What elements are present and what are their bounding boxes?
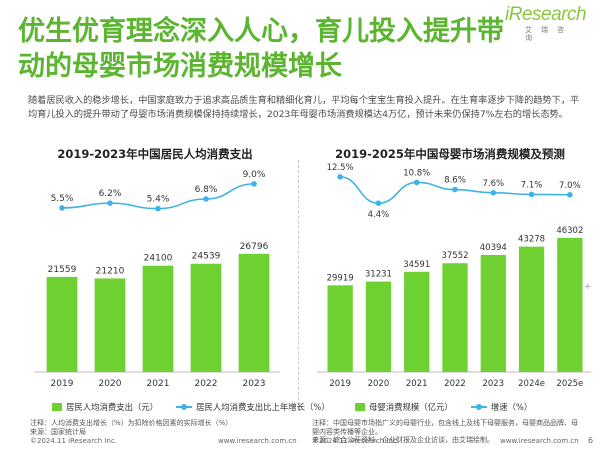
growth-value-label: 12.5% xyxy=(327,163,354,173)
growth-point-2023 xyxy=(490,190,497,196)
footer-site-left: www.iresearch.com.cn xyxy=(218,437,297,445)
page-number: 6 xyxy=(588,436,594,445)
legend-bar-swatch xyxy=(52,403,62,411)
legend-bar-label: 居民人均消费支出（元） xyxy=(66,402,159,412)
growth-point-2023 xyxy=(251,181,257,187)
chart2-legend: 母婴消费规模（亿元） 增速（%） xyxy=(355,401,532,413)
x-tick-label: 2021 xyxy=(406,379,428,389)
x-tick-label: 2019 xyxy=(329,379,351,389)
bar-value-label: 21210 xyxy=(96,266,125,276)
legend-bar-label: 母婴消费规模（亿元） xyxy=(369,402,453,412)
bar-value-label: 26796 xyxy=(240,242,269,252)
growth-value-label: 10.8% xyxy=(403,168,430,178)
growth-point-2021 xyxy=(413,179,420,186)
x-tick-label: 2020 xyxy=(99,379,122,389)
growth-value-label: 7.0% xyxy=(559,181,581,191)
growth-value-label: 5.4% xyxy=(147,195,170,205)
bar-2019 xyxy=(46,276,78,372)
x-tick-label: 2020 xyxy=(368,379,390,389)
intro-paragraph: 随着居民收入的稳步增长，中国家庭致力于追求高品质生育和精细化育儿，平均每个宝宝生… xyxy=(28,95,580,120)
bar-2024e xyxy=(518,246,545,372)
bar-value-label: 24539 xyxy=(192,252,221,262)
footer-site-right: www.iresearch.com.cn xyxy=(500,437,579,445)
bar-value-label: 34591 xyxy=(403,260,430,270)
legend-line-label: 居民人均消费支出比上年增长（%） xyxy=(196,402,330,412)
bar-2022 xyxy=(442,263,468,372)
growth-value-label: 6.2% xyxy=(99,189,122,199)
growth-value-label: 8.6% xyxy=(444,176,466,186)
bar-value-label: 24100 xyxy=(144,254,173,264)
iresearch-logo: iResearch 艾瑞咨询 xyxy=(505,4,587,44)
bar-value-label: 29919 xyxy=(327,273,354,283)
bar-value-label: 31231 xyxy=(365,270,392,280)
growth-point-2025e xyxy=(567,191,573,198)
growth-point-2022 xyxy=(203,196,209,202)
growth-point-2022 xyxy=(452,186,458,193)
legend-bar-swatch xyxy=(355,403,365,411)
chart-divider xyxy=(298,160,300,410)
growth-point-2019 xyxy=(59,205,65,211)
chart2-notes: 注释：中国母婴市场指广义的母婴行业，包含线上及线下母婴服务，母婴商品品牌、母婴内… xyxy=(312,419,582,445)
bar-2021 xyxy=(404,271,430,372)
bar-value-label: 40394 xyxy=(480,243,507,253)
growth-value-label: 4.4% xyxy=(368,210,390,220)
bar-value-label: 37552 xyxy=(441,251,468,261)
growth-point-2024e xyxy=(528,191,535,198)
bar-2019 xyxy=(327,285,353,372)
bar-2020 xyxy=(365,281,392,372)
x-tick-label: 2022 xyxy=(444,379,466,389)
x-tick-label: 2019 xyxy=(51,379,74,389)
growth-value-label: 5.5% xyxy=(51,194,74,204)
x-tick-label: 2023 xyxy=(243,379,266,389)
logo-wordmark: iResearch xyxy=(505,4,587,25)
x-tick-label: 2022 xyxy=(195,379,218,389)
bar-2022 xyxy=(190,263,222,372)
footer-copyright-left: ©2024.11 iResearch Inc. xyxy=(30,437,118,445)
legend-line-swatch xyxy=(176,404,193,410)
page-title: 优生优育理念深入人心，育儿投入提升带 动的母婴市场消费规模增长 xyxy=(18,14,518,84)
logo-subtitle: 艾瑞咨询 xyxy=(525,26,573,42)
growth-point-2020 xyxy=(375,200,382,206)
footer-copyright-right: ©2024.11 iResearch Inc. xyxy=(312,437,400,445)
chart1-source-line: 来源：国家统计局 xyxy=(30,427,86,436)
chart2-title: 2019-2025年中国母婴市场消费规模及预测 xyxy=(335,147,565,161)
x-tick-label: 2024e xyxy=(518,379,545,389)
x-tick-label: 2023 xyxy=(482,379,504,389)
chart1-legend: 居民人均消费支出（元） 居民人均消费支出比上年增长（%） xyxy=(52,401,330,413)
bar-2020 xyxy=(94,278,126,372)
bar-value-label: 43278 xyxy=(518,235,545,245)
chart1-title: 2019-2023年中国居民人均消费支出 xyxy=(57,147,253,161)
chart1-note-line: 注释：人均消费支出增长（%）为扣除价格因素的实际增长（%） xyxy=(30,419,233,427)
growth-point-2020 xyxy=(107,200,113,206)
bar-value-label: 46302 xyxy=(556,226,583,236)
legend-line-swatch xyxy=(470,404,487,410)
chart1-notes: 注释：人均消费支出增长（%）为扣除价格因素的实际增长（%） 来源：国家统计局 xyxy=(30,419,290,436)
growth-point-2021 xyxy=(155,205,161,212)
growth-value-label: 6.8% xyxy=(195,185,218,195)
chart2-source-line: 来源：综合公开资料、企业财报及企业访谈，由艾瑞绘制。 xyxy=(312,436,494,445)
legend-line-label: 增速（%） xyxy=(490,402,533,412)
bar-2023 xyxy=(480,254,506,372)
growth-value-label: 7.1% xyxy=(521,180,543,190)
page-title-line1: 优生优育理念深入人心，育儿投入提升带 xyxy=(18,16,504,47)
growth-value-label: 7.6% xyxy=(482,179,504,189)
chart2-note-line: 注释：中国母婴市场指广义的母婴行业，包含线上及线下母婴服务，母婴商品品牌、母婴内… xyxy=(312,419,578,436)
bar-2025e xyxy=(557,237,583,372)
growth-value-label: 9.0% xyxy=(243,170,266,180)
bar-2021 xyxy=(142,265,174,372)
page-title-line2: 动的母婴市场消费规模增长 xyxy=(18,51,342,82)
side-plus-mark: + xyxy=(584,282,592,292)
chart2-plot: 29919 2019 31231 2020 34591 2021 37552 2022 4039… xyxy=(317,163,591,389)
x-tick-label: 2021 xyxy=(147,379,170,389)
x-tick-label: 2025e xyxy=(556,379,583,389)
bar-value-label: 21559 xyxy=(48,265,77,275)
chart1-plot: 21559 2019 21210 2020 24100 2021 24539 2022 2679… xyxy=(34,170,280,389)
growth-point-2019 xyxy=(337,174,343,180)
bar-2023 xyxy=(238,253,270,372)
